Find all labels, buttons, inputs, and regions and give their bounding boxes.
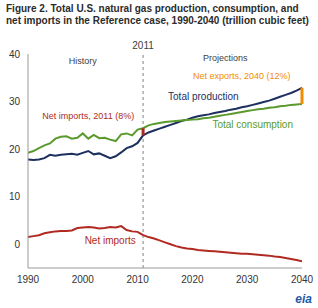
svg-text:History: History: [69, 56, 98, 66]
svg-text:Total production: Total production: [168, 91, 239, 102]
svg-text:2010: 2010: [126, 274, 149, 285]
svg-text:Net exports, 2040 (12%): Net exports, 2040 (12%): [193, 71, 291, 81]
svg-text:Total consumption: Total consumption: [212, 119, 293, 130]
svg-text:Net imports, 2011 (8%): Net imports, 2011 (8%): [42, 111, 134, 121]
svg-text:Net imports: Net imports: [85, 235, 136, 246]
svg-text:2000: 2000: [72, 274, 95, 285]
html-text:Figure 2. Total U.S. natural g: Figure 2. Total U.S. natural gas product…: [6, 3, 309, 26]
svg-text:1990: 1990: [17, 274, 40, 285]
svg-text:2011: 2011: [132, 40, 154, 51]
svg-text:Projections: Projections: [203, 53, 248, 63]
svg-text:2040: 2040: [291, 274, 310, 285]
svg-text:20: 20: [9, 144, 21, 155]
svg-text:2030: 2030: [236, 274, 259, 285]
svg-text:30: 30: [9, 96, 21, 107]
svg-text:2020: 2020: [181, 274, 204, 285]
svg-text:40: 40: [9, 49, 21, 60]
svg-text:0: 0: [14, 239, 20, 250]
html-text:eia: eia: [295, 292, 312, 306]
svg-text:10: 10: [9, 191, 21, 202]
